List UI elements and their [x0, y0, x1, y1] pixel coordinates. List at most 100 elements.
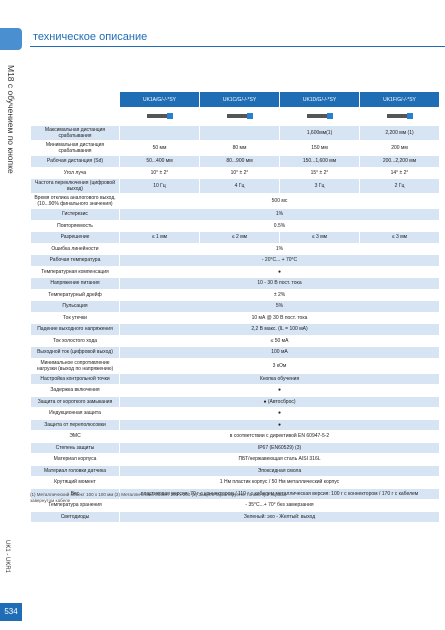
value-cell: Эпоксидная смола — [119, 464, 440, 477]
table-row: Минимальное сопротивление нагрузки (выхо… — [30, 357, 440, 374]
row-label: Время отклика аналогового выход. (10...9… — [30, 193, 120, 209]
value-cell: ● (Автосброс) — [119, 395, 440, 408]
title-rule — [30, 46, 445, 47]
table-row: Напряжение питания 10 - 30 В пост. тока — [30, 277, 440, 290]
table-row: Защита от переполюсовки ● — [30, 418, 440, 431]
spec-table: UK1A/G/-/-*SY UK1C/G/-/-*SY UK1D/G/-/-*SY U… — [30, 91, 440, 523]
blank-header — [30, 91, 120, 108]
value-cell: 0.5% — [119, 219, 440, 232]
value-cell: 5% — [119, 300, 440, 313]
row-label: ЭМС — [30, 430, 120, 443]
table-row: Минимальная дистанция срабатывания 50 мм 8… — [30, 140, 440, 156]
value-cell: ПБТ/нержавеющая сталь AISI 316L — [119, 453, 440, 466]
sensor-icon — [386, 112, 413, 119]
blank-cell — [30, 107, 120, 126]
sensor-icon — [306, 112, 333, 119]
row-label: Гистерезис — [30, 208, 120, 221]
row-label: Напряжение питания — [30, 277, 120, 290]
table-row: Температурная компенсация ● — [30, 265, 440, 278]
value-cell: ≤ 3 мм — [359, 231, 440, 244]
value-cell: 2,2 В макс. (IL = 100 мА) — [119, 323, 440, 336]
table-row: Ток утечки 10 мА @ 30 В пост. тока — [30, 311, 440, 324]
value-cell: 1% — [119, 208, 440, 221]
table-row: Защита от короткого замыкания ● (Автосбро… — [30, 395, 440, 408]
table-body: Максимальная дистанция срабатывания 1,600… — [30, 125, 440, 523]
value-cell: 80...900 мм — [199, 155, 280, 168]
sensor-icon — [226, 112, 253, 119]
value-cell: пластиковая версия: 70 г с коннектором /… — [119, 487, 440, 500]
row-label: Падение выходного напряжения — [30, 323, 120, 336]
table-row: Пульсация 5% — [30, 300, 440, 313]
table-row: Температурный дрейф ± 2% — [30, 288, 440, 301]
page-number: 534 — [0, 603, 22, 621]
table-row: Индукционная защита ● — [30, 407, 440, 420]
column-header: UK1D/G/-/-*SY — [279, 91, 360, 108]
row-label: Ток холостого хода — [30, 334, 120, 347]
column-header: UK1C/G/-/-*SY — [199, 91, 280, 108]
value-cell: 3 Гц — [279, 178, 360, 194]
row-label: Настройка контрольной точки — [30, 372, 120, 385]
table-row: Светодиоды Зеленый: эхо - Желтый: выход — [30, 510, 440, 523]
table-row: Частота переключения (цифровой выход) 10 … — [30, 178, 440, 194]
table-row: ЭМС в соответствии с директивой EN 60947-… — [30, 430, 440, 443]
table-row: Настройка контрольной точки Кнопка обучен… — [30, 372, 440, 385]
table-row: Выходной ток (цифровой выход) 100 мА — [30, 346, 440, 359]
value-cell: ≤ 3 мм — [279, 231, 360, 244]
table-row: Задержка включения ● — [30, 384, 440, 397]
table-row: Повторяемость 0.5% — [30, 219, 440, 232]
row-label: Разрешение — [30, 231, 120, 244]
row-label: Защита от переполюсовки — [30, 418, 120, 431]
value-cell: ≤ 50 мА — [119, 334, 440, 347]
value-cell — [199, 125, 280, 141]
value-cell: 150 мм — [279, 140, 360, 156]
table-row: Крутящий момент 1 Нм пластик корпус / 50 … — [30, 476, 440, 489]
sensor-image — [119, 107, 200, 126]
value-cell: 10 мА @ 30 В пост. тока — [119, 311, 440, 324]
table-row: Вес пластиковая версия: 70 г с коннекторо… — [30, 487, 440, 500]
value-cell: 10° ± 2° — [119, 166, 200, 179]
value-cell: 10° ± 2° — [199, 166, 280, 179]
value-cell: 2,200 мм (1) — [359, 125, 440, 141]
value-cell: 14° ± 2° — [359, 166, 440, 179]
row-label: Рабочая температура — [30, 254, 120, 267]
footer-label: UK1 - UKR1 — [4, 540, 10, 574]
image-row — [30, 107, 440, 126]
value-cell: 150...1,600 мм — [279, 155, 360, 168]
value-cell: ● — [119, 265, 440, 278]
row-label: Крутящий момент — [30, 476, 120, 489]
row-label: Рабочая дистанция (Sd) — [30, 155, 120, 168]
value-cell: ● — [119, 407, 440, 420]
sensor-image — [199, 107, 280, 126]
row-label: Ошибка линейности — [30, 242, 120, 255]
value-cell: 10 Гц — [119, 178, 200, 194]
table-row: Разрешение ≤ 1 мм ≤ 2 мм ≤ 3 мм ≤ 3 мм — [30, 231, 440, 244]
table-row: Температура хранения - 35°C...+ 70° без з… — [30, 499, 440, 512]
row-label: Частота переключения (цифровой выход) — [30, 178, 120, 194]
value-cell: 15° ± 2° — [279, 166, 360, 179]
side-label: M18 с обучением по кнопке — [6, 65, 16, 174]
sensor-icon — [146, 112, 173, 119]
row-label: Степень защиты — [30, 441, 120, 454]
table-row: Гистерезис 1% — [30, 208, 440, 221]
row-label: Минимальная дистанция срабатывания — [30, 140, 120, 156]
table-row: Рабочая дистанция (Sd) 50...400 мм 80...90… — [30, 155, 440, 168]
value-cell: 50 мм — [119, 140, 200, 156]
table-row: Ошибка линейности 1% — [30, 242, 440, 255]
row-label: Температурный дрейф — [30, 288, 120, 301]
row-label: Максимальная дистанция срабатывания — [30, 125, 120, 141]
sensor-image — [359, 107, 440, 126]
table-row: Время отклика аналогового выход. (10...9… — [30, 193, 440, 209]
value-cell: Кнопка обучения — [119, 372, 440, 385]
table-row: Рабочая температура - 20°C... + 70°C — [30, 254, 440, 267]
sensor-image — [279, 107, 360, 126]
row-label: Выходной ток (цифровой выход) — [30, 346, 120, 359]
value-cell: 3 кОм — [119, 357, 440, 374]
column-header: UK1A/G/-/-*SY — [119, 91, 200, 108]
row-label: Задержка включения — [30, 384, 120, 397]
value-cell — [119, 125, 200, 141]
row-label: Материал корпуса — [30, 453, 120, 466]
row-label: Материал головки датчика — [30, 464, 120, 477]
value-cell: 80 мм — [199, 140, 280, 156]
table-row: Степень защиты IP67 (EN60529) (3) — [30, 441, 440, 454]
logo-icon — [0, 28, 22, 50]
